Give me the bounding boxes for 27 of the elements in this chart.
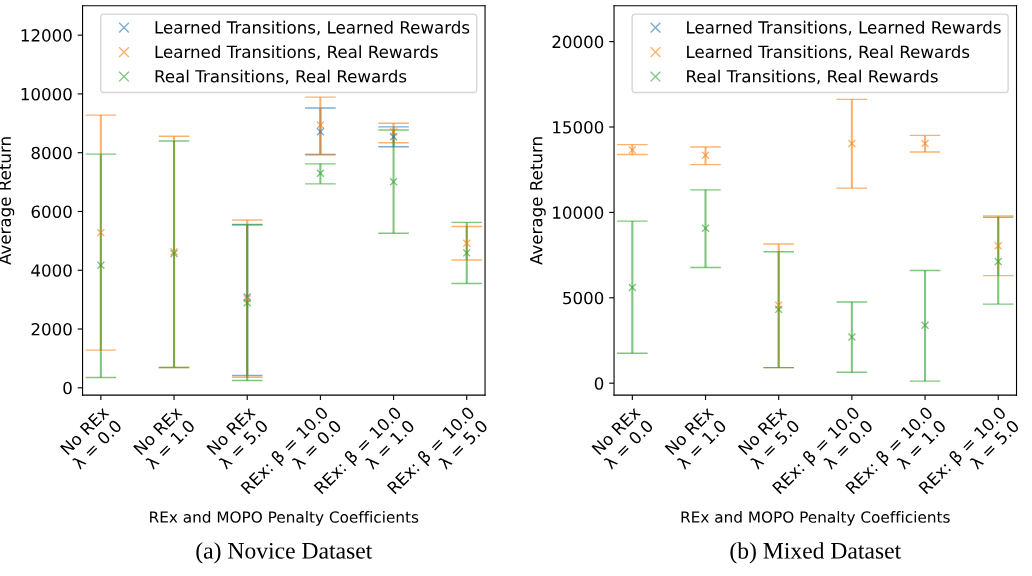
x-axis-title: REx and MOPO Penalty Coefficients bbox=[681, 510, 950, 526]
y-tick-label: 4000 bbox=[31, 264, 72, 277]
legend-label: Learned Transitions, Learned Rewards bbox=[687, 20, 1001, 36]
text: (b) Mixed Dataset bbox=[730, 542, 902, 564]
legend-label: Real Transitions, Real Rewards bbox=[687, 69, 938, 85]
y-tick-label: 20000 bbox=[552, 35, 604, 49]
x-tick-label: No REx λ = 0.0 bbox=[591, 405, 654, 470]
y-tick-label: 0 bbox=[63, 381, 72, 395]
legend-label: Learned Transitions, Real Rewards bbox=[155, 45, 438, 60]
x-axis-title: REx and MOPO Penalty Coefficients bbox=[150, 510, 419, 526]
legend-label: Real Transitions, Real Rewards bbox=[155, 69, 407, 85]
x-tick-label: No REx λ = 1.0 bbox=[664, 405, 728, 470]
y-tick-label: 5000 bbox=[563, 291, 604, 305]
y-tick-label: 2000 bbox=[31, 322, 72, 336]
y-tick-label: 12000 bbox=[21, 29, 72, 42]
y-tick-label: 0 bbox=[594, 377, 604, 390]
x-tick-label: No REx λ = 0.0 bbox=[59, 405, 123, 470]
x-tick-label: No REx λ = 1.0 bbox=[133, 405, 196, 470]
text: (a) Novice Dataset bbox=[196, 542, 373, 564]
y-tick-label: 10000 bbox=[553, 206, 604, 219]
y-tick-label: 10000 bbox=[21, 87, 72, 101]
y-axis-title: Average Return bbox=[530, 137, 546, 265]
y-tick-label: 15000 bbox=[553, 120, 604, 134]
y-tick-label: 8000 bbox=[31, 146, 72, 160]
legend-label: Learned Transitions, Learned Rewards bbox=[155, 20, 470, 36]
y-tick-label: 6000 bbox=[31, 205, 72, 219]
legend-label: Learned Transitions, Real Rewards bbox=[687, 45, 970, 60]
